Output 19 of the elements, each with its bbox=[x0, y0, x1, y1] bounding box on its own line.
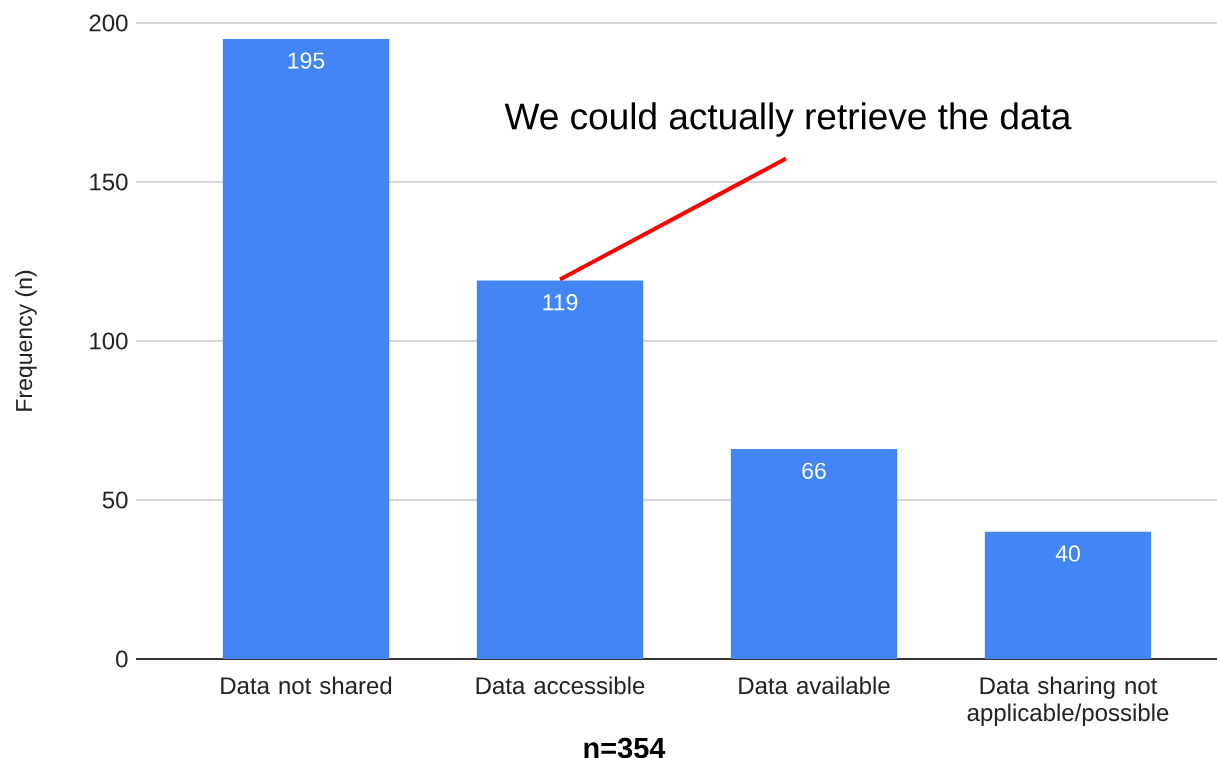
y-tick-label: 100 bbox=[90, 332, 128, 350]
x-tick-label: Data accessible bbox=[476, 676, 645, 695]
x-tick-label: Data not shared bbox=[221, 676, 392, 695]
y-tick-label: 0 bbox=[116, 650, 128, 668]
bar bbox=[730, 449, 898, 659]
y-tick-label: 150 bbox=[90, 173, 128, 191]
data-label: 66 bbox=[802, 462, 826, 479]
y-tick-label: 50 bbox=[102, 491, 128, 509]
x-tick-label: Data available bbox=[739, 676, 890, 695]
data-label: 195 bbox=[288, 52, 325, 69]
y-axis-title: Frequency (n) bbox=[15, 270, 37, 411]
x-tick-label: Data sharing not applicable/possible bbox=[967, 676, 1169, 726]
bar bbox=[984, 531, 1152, 659]
y-tick-label: 200 bbox=[89, 14, 128, 32]
bar bbox=[222, 38, 390, 659]
annotation: We could actually retrieve the data bbox=[504, 102, 1072, 137]
x-axis-title: n=354 bbox=[584, 737, 666, 758]
data-label: 119 bbox=[543, 294, 578, 311]
data-label: 40 bbox=[1055, 545, 1080, 562]
